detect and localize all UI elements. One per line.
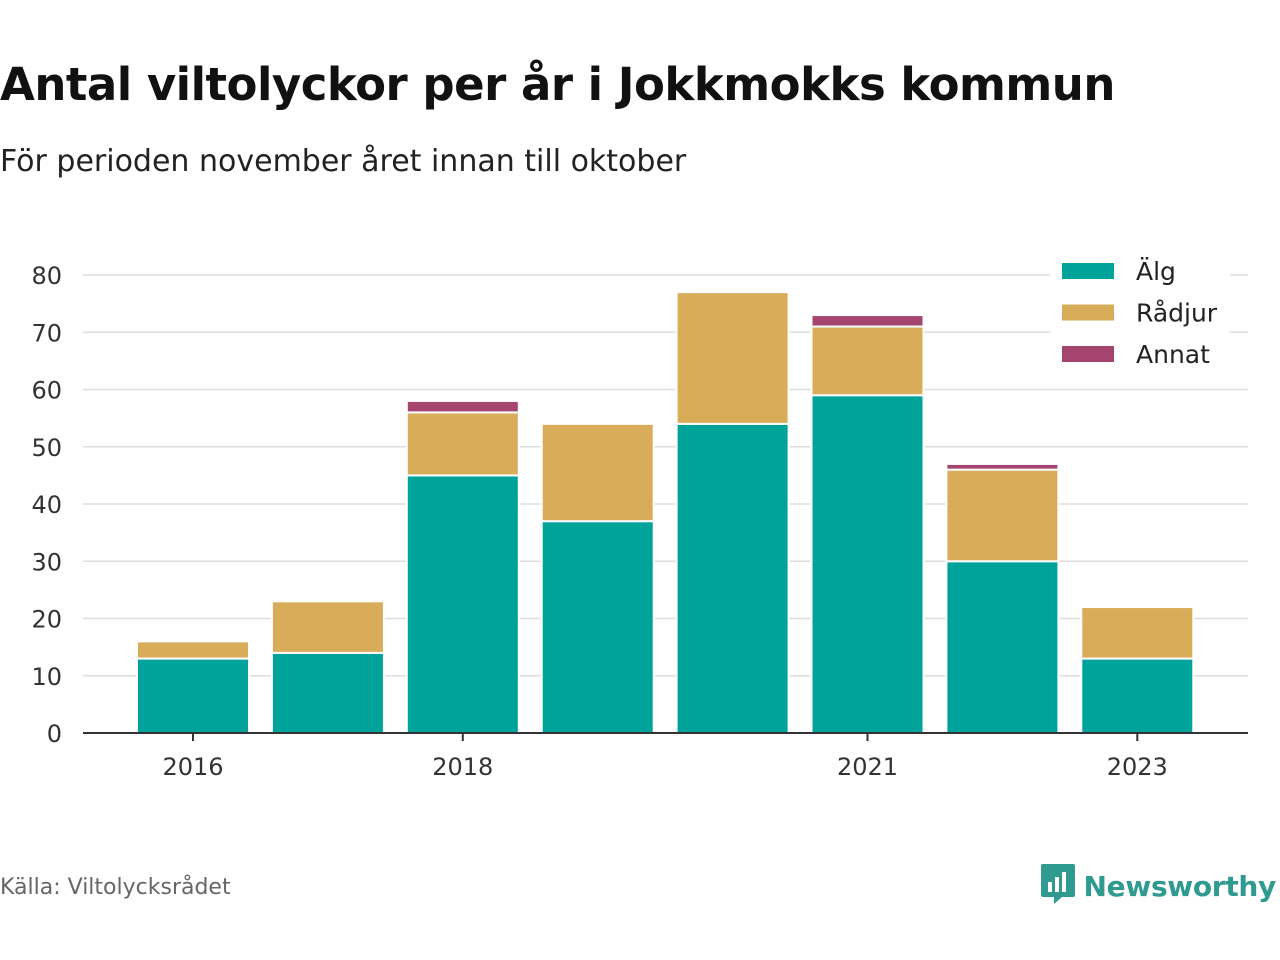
- legend-label: Älg: [1136, 257, 1176, 286]
- legend-swatch: [1062, 304, 1114, 321]
- y-tick-label: 30: [31, 548, 62, 576]
- chart-subtitle: För perioden november året innan till ok…: [0, 144, 687, 179]
- newsworthy-logo-icon: [1040, 862, 1076, 910]
- y-tick-label: 50: [31, 434, 62, 462]
- y-tick-label: 80: [31, 262, 62, 290]
- x-tick-label: 2021: [837, 753, 898, 781]
- bar-segment: [1080, 606, 1195, 660]
- y-tick-label: 60: [31, 377, 62, 405]
- y-tick-label: 20: [31, 606, 62, 634]
- y-tick-label: 0: [47, 720, 62, 748]
- x-tick-label: 2016: [162, 753, 223, 781]
- source-note: Källa: Viltolycksrådet: [0, 875, 231, 900]
- bar-segment: [405, 399, 520, 414]
- bar-segment: [1080, 657, 1195, 735]
- chart-title: Antal viltolyckor per år i Jokkmokks kom…: [0, 58, 1115, 111]
- bar-segment: [945, 560, 1060, 734]
- x-tick-label: 2023: [1107, 753, 1168, 781]
- bar-segment: [810, 325, 925, 397]
- stacked-bar-chart: 0 10 20 30 40 50 60 70 80 2016 2018 2021 2023 Älg Råd…: [31, 256, 1248, 781]
- bar-segment: [810, 314, 925, 328]
- bar-segment: [136, 640, 250, 660]
- brand-name: Newsworthy: [1083, 869, 1277, 903]
- y-tick-label: 40: [31, 491, 62, 519]
- legend-swatch: [1062, 263, 1114, 279]
- bar-segment: [540, 422, 655, 523]
- legend-label: Rådjur: [1136, 299, 1218, 328]
- y-tick-label: 10: [31, 663, 62, 691]
- y-tick-label: 70: [31, 319, 62, 347]
- legend-label: Annat: [1136, 340, 1210, 369]
- bar-segment: [270, 651, 385, 735]
- x-tick-label: 2018: [432, 753, 493, 781]
- bar-segment: [270, 600, 385, 654]
- legend-swatch: [1062, 346, 1114, 362]
- bar-segment: [405, 474, 520, 734]
- bar-segment: [945, 468, 1060, 563]
- bar-segment: [675, 291, 790, 425]
- bar-segment: [810, 394, 925, 734]
- bar-segment: [405, 411, 520, 477]
- brand-logo: Newsworthy: [1040, 862, 1276, 910]
- bar-segment: [136, 657, 250, 735]
- bar-segment: [945, 462, 1060, 471]
- bar-segment: [675, 422, 790, 734]
- bar-segment: [540, 520, 655, 734]
